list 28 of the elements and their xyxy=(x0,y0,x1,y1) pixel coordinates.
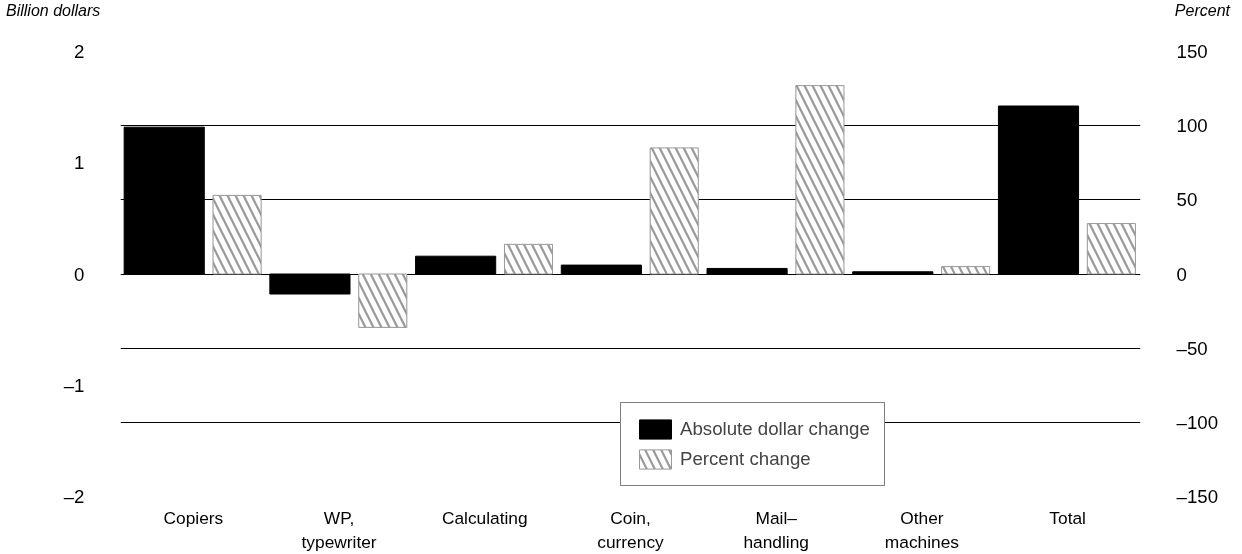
y-tick-label: 1 xyxy=(74,152,85,174)
x-tick-label: Coin, currency xyxy=(597,507,665,552)
legend-label: Percent change xyxy=(680,448,811,470)
y-tick-label: 2 xyxy=(74,41,85,62)
x-tick-label: Mail– handling xyxy=(743,507,809,552)
bar xyxy=(269,273,351,295)
bar xyxy=(852,271,934,275)
x-tick-label: Other machines xyxy=(884,507,960,552)
y2-tick-label: 100 xyxy=(1176,115,1208,137)
x-tick-label: WP, typewriter xyxy=(301,507,377,552)
x-tick-label: Copiers xyxy=(163,507,224,528)
x-tick-label: Calculating xyxy=(441,507,528,528)
y2-tick-label: –50 xyxy=(1176,337,1208,359)
x-tick-label: Total xyxy=(1049,507,1086,528)
y2-tick-label: 150 xyxy=(1176,41,1208,62)
legend-label: Absolute dollar change xyxy=(680,418,870,440)
y2-axis-title: Percent xyxy=(1174,1,1230,21)
y2-tick-label: –150 xyxy=(1176,486,1219,507)
y2-tick-label: 50 xyxy=(1176,189,1198,211)
bar xyxy=(415,255,497,275)
bar xyxy=(706,267,788,275)
y-tick-label: –1 xyxy=(63,374,85,396)
y-tick-label: –2 xyxy=(63,486,85,507)
y-axis-title: Billion dollars xyxy=(6,1,101,21)
y2-tick-label: 0 xyxy=(1176,263,1187,285)
y-tick-label: 0 xyxy=(74,263,85,285)
bar xyxy=(560,264,642,275)
y2-tick-label: –100 xyxy=(1176,411,1219,433)
